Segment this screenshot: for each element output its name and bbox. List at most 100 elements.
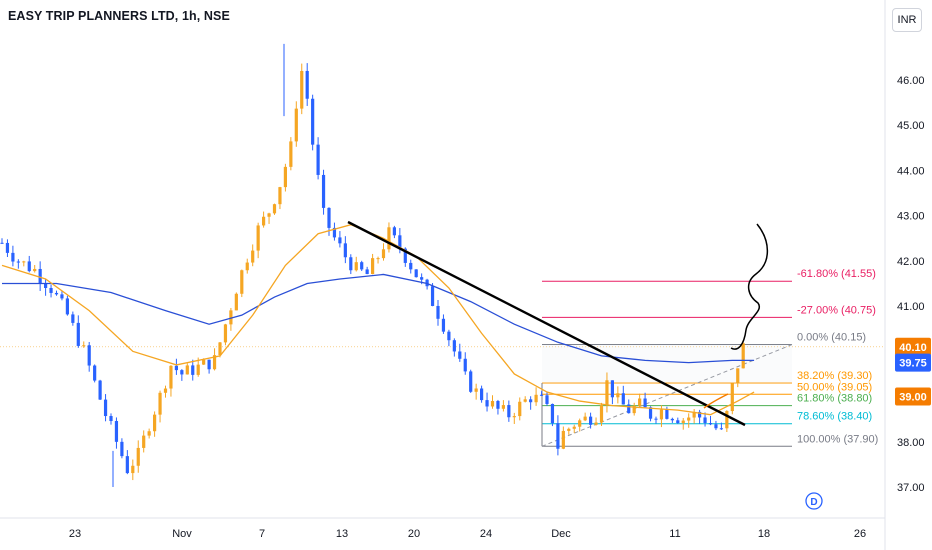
price-tick-label: 44.00 xyxy=(897,165,925,177)
candle-body xyxy=(529,399,533,403)
candle-body xyxy=(131,465,135,474)
fib-level-label: 78.60% (38.40) xyxy=(797,411,872,423)
fibonacci-labels: -61.80% (41.55) -27.00% (40.75) 0.00% (40.… xyxy=(797,268,878,445)
candle-body xyxy=(670,418,674,421)
candle-body xyxy=(659,409,664,420)
candle-body xyxy=(267,213,271,217)
candle-body xyxy=(174,365,178,371)
price-tick-label: 42.00 xyxy=(897,256,925,268)
candle-body xyxy=(556,423,560,449)
candle-body xyxy=(708,423,713,425)
candle-body xyxy=(381,249,386,259)
price-tick-label: 41.00 xyxy=(897,301,925,313)
fib-level-label: 0.00% (40.15) xyxy=(797,332,866,344)
candle-body xyxy=(480,388,484,401)
price-badge-label: 39.75 xyxy=(899,358,927,370)
currency-button[interactable]: INR xyxy=(892,8,922,32)
candle-body xyxy=(534,394,538,403)
candle-body xyxy=(409,262,413,270)
candle-body xyxy=(365,269,369,275)
time-tick-label: 11 xyxy=(669,528,680,540)
candle-body xyxy=(485,400,489,407)
candle-body xyxy=(33,268,37,272)
candle-body xyxy=(730,383,734,412)
time-tick-label: 26 xyxy=(854,528,866,540)
candle-body xyxy=(501,405,505,409)
candle-body xyxy=(610,380,614,398)
candle-body xyxy=(185,365,189,375)
candle-body xyxy=(687,417,691,421)
candle-body xyxy=(420,277,424,280)
event-marker-label: D xyxy=(810,497,817,508)
time-tick-label: 18 xyxy=(758,528,770,540)
candle-body xyxy=(387,227,391,250)
moving-averages xyxy=(1,224,755,416)
candle-body xyxy=(452,340,456,352)
price-tick-label: 37.00 xyxy=(897,482,925,494)
candle-body xyxy=(567,428,571,431)
time-axis[interactable]: 23 Nov 7 13 20 24 Dec 11 18 26 xyxy=(69,528,866,540)
candle-body xyxy=(616,393,620,398)
candle-body xyxy=(240,270,244,294)
candle-body xyxy=(54,292,59,295)
candle-body xyxy=(163,388,168,393)
candle-body xyxy=(180,370,184,375)
fibonacci-levels xyxy=(541,280,793,447)
candle-body xyxy=(311,98,315,145)
price-axis[interactable]: 37.0038.0039.0040.0041.0042.0043.0044.00… xyxy=(897,75,925,494)
candle-body xyxy=(589,416,593,425)
candle-body xyxy=(278,187,282,205)
candle-body xyxy=(251,250,255,263)
price-tick-label: 46.00 xyxy=(897,75,925,87)
candle-body xyxy=(294,108,298,142)
candle-body xyxy=(256,225,260,251)
candle-body xyxy=(71,314,75,323)
candle-body xyxy=(665,409,669,419)
candle-body xyxy=(698,411,702,418)
fib-level-label: 100.00% (37.90) xyxy=(797,433,878,445)
fib-level-label: 50.00% (39.05) xyxy=(797,381,872,393)
candle-body xyxy=(332,227,337,238)
candle-body xyxy=(599,405,604,423)
fib-level-label: -61.80% (41.55) xyxy=(797,268,876,280)
candle-body xyxy=(496,401,500,409)
candle-body xyxy=(714,424,718,429)
time-tick-label: 24 xyxy=(480,528,492,540)
fib-level-label: 61.80% (38.80) xyxy=(797,393,872,405)
time-tick-label: Nov xyxy=(172,528,192,540)
price-badge-label: 39.00 xyxy=(899,392,927,404)
candle-body xyxy=(703,417,707,424)
candle-body xyxy=(676,420,680,424)
candle-body xyxy=(523,399,527,402)
candle-body xyxy=(120,441,124,457)
time-tick-label: 23 xyxy=(69,528,81,540)
candle-body xyxy=(245,262,249,271)
candle-body xyxy=(316,144,320,175)
candle-body xyxy=(550,403,555,424)
candle-body xyxy=(49,287,53,293)
candle-body xyxy=(109,416,113,422)
candle-body xyxy=(212,355,217,370)
candle-body xyxy=(147,431,151,436)
candle-body xyxy=(65,298,69,315)
candle-body xyxy=(136,447,140,466)
candle-body xyxy=(719,428,723,430)
price-badge xyxy=(895,387,931,406)
candle-body xyxy=(545,395,549,404)
freehand-highlight xyxy=(703,393,729,409)
candle-body xyxy=(300,70,304,109)
candle-body xyxy=(114,421,119,442)
candle-body xyxy=(458,351,462,359)
time-tick-label: Dec xyxy=(551,528,571,540)
candle-body xyxy=(218,342,222,356)
price-tick-label: 43.00 xyxy=(897,211,925,223)
dividend-marker[interactable]: D xyxy=(805,492,823,510)
ma-fast-line xyxy=(1,224,755,416)
candle-body xyxy=(490,401,495,407)
candle-body xyxy=(469,371,473,392)
candle-body xyxy=(463,358,467,372)
candle-body xyxy=(87,345,91,366)
time-tick-label: 13 xyxy=(336,528,348,540)
